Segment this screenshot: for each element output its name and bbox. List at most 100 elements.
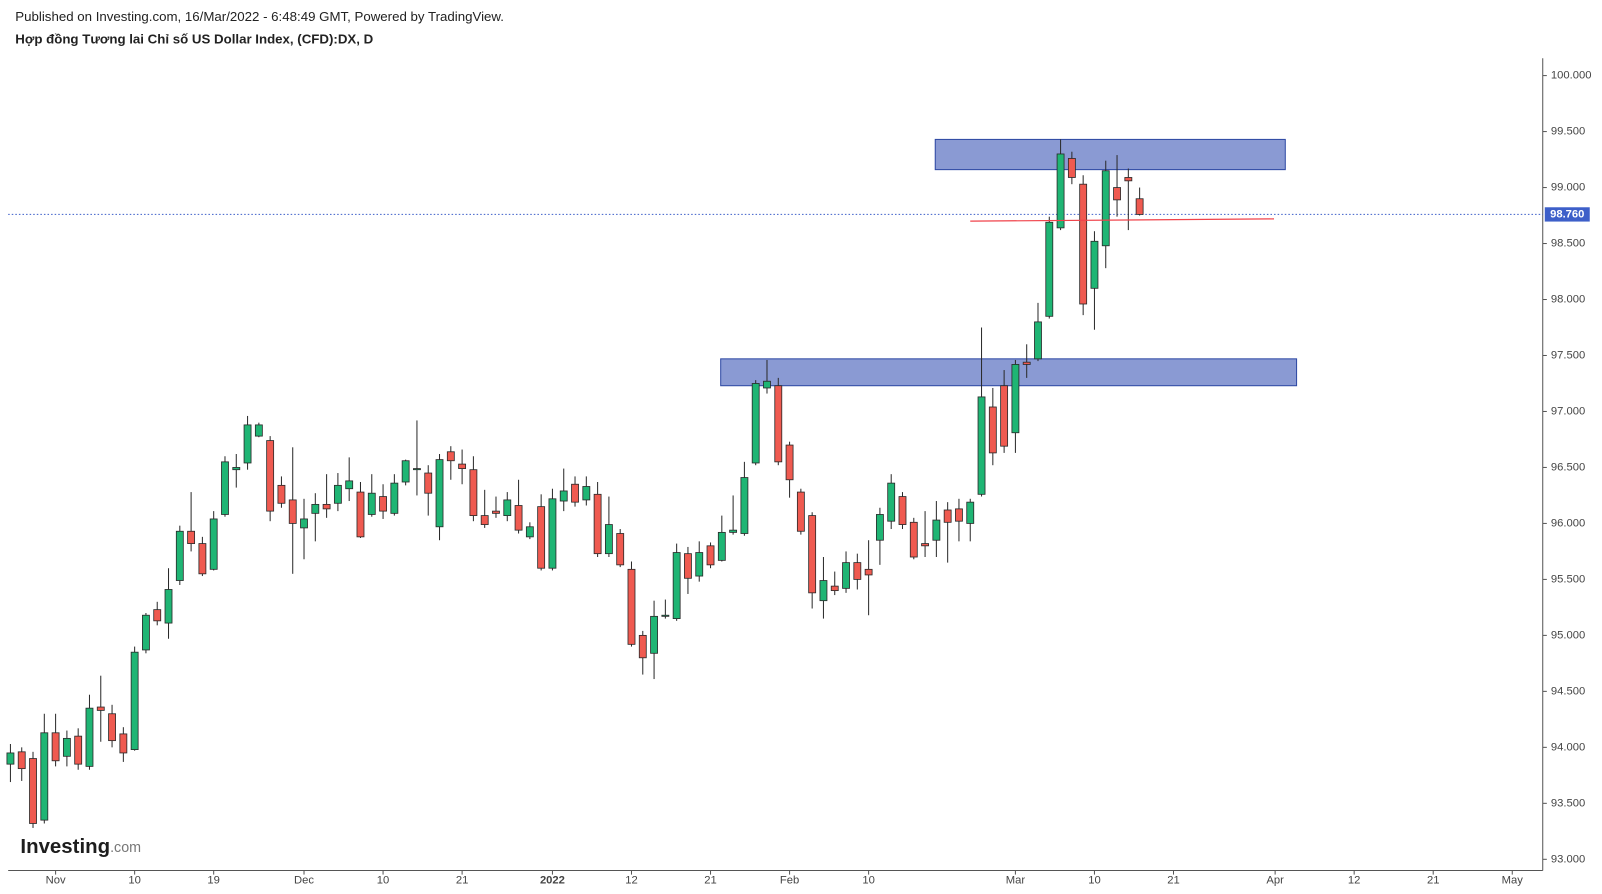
candle-body <box>819 580 828 602</box>
x-tick-label: 19 <box>207 875 219 887</box>
y-tick-label: 97.500 <box>1551 349 1585 361</box>
candle-body <box>277 484 286 504</box>
candle-body <box>40 732 49 821</box>
candle-body <box>875 514 884 541</box>
price-zone <box>720 358 1298 387</box>
candle-body <box>571 483 579 503</box>
x-tick-label: 10 <box>862 875 874 887</box>
watermark-suffix: .com <box>110 840 141 856</box>
candle-body <box>379 496 387 512</box>
y-tick-label: 96.500 <box>1551 461 1585 473</box>
x-tick-label: May <box>1502 875 1524 887</box>
candle-body <box>808 515 817 594</box>
x-tick-label: 10 <box>128 875 140 887</box>
y-tick-label: 95.000 <box>1551 629 1585 641</box>
candle-body <box>390 482 399 514</box>
candle-body <box>356 491 365 538</box>
candle-body <box>1113 187 1121 201</box>
x-tick-label: Mar <box>1006 875 1026 887</box>
subtitle: Published on Investing.com, 16/Mar/2022 … <box>15 9 504 24</box>
watermark: Investing.com <box>20 836 141 858</box>
candle-body <box>367 492 376 515</box>
last-price-label: 98.760 <box>1550 208 1584 220</box>
candle-body <box>424 472 433 494</box>
candle-body <box>1067 158 1076 178</box>
candle-body <box>932 519 941 541</box>
x-tick-label: Dec <box>294 875 314 887</box>
candle-body <box>830 585 839 592</box>
candle-body <box>966 501 975 524</box>
x-tick-label: 12 <box>625 875 637 887</box>
y-tick-label: 94.000 <box>1551 741 1585 753</box>
candle-body <box>1000 385 1009 447</box>
candle-body <box>988 406 997 454</box>
x-tick-label: 21 <box>704 875 716 887</box>
candle-body <box>413 468 421 471</box>
candle-body <box>74 735 83 765</box>
candle-body <box>706 545 715 566</box>
x-tick-label: Nov <box>46 875 66 887</box>
candle-body <box>717 531 726 561</box>
candle-body <box>740 477 749 534</box>
y-tick-label: 96.000 <box>1551 517 1585 529</box>
candle-body <box>684 553 692 579</box>
candle-body <box>62 737 71 757</box>
candle-body <box>1124 177 1133 182</box>
candle-body <box>311 503 320 514</box>
candle-body <box>593 493 602 555</box>
candle-body <box>29 758 37 824</box>
y-tick-label: 94.500 <box>1551 685 1585 697</box>
candle-body <box>480 515 489 525</box>
candle-body <box>469 469 478 516</box>
candle-body <box>164 589 173 624</box>
candle-body <box>729 529 738 533</box>
candle-body <box>977 396 986 495</box>
candle-body <box>763 380 771 389</box>
y-tick-label: 98.000 <box>1551 293 1585 305</box>
candle-body <box>345 480 354 490</box>
y-tick-label: 99.500 <box>1551 126 1585 138</box>
x-tick-label: 10 <box>1088 875 1100 887</box>
candle-body <box>243 424 252 464</box>
candle-body <box>559 490 568 502</box>
candle-body <box>254 424 263 437</box>
candle-body <box>909 521 918 558</box>
candle-body <box>864 568 873 576</box>
x-tick-label: 21 <box>456 875 468 887</box>
candle-body <box>503 499 512 516</box>
candle-body <box>446 451 455 462</box>
y-tick-label: 93.500 <box>1551 797 1585 809</box>
candle-body <box>627 568 636 645</box>
candle-body <box>96 706 105 711</box>
candle-body <box>785 444 794 481</box>
x-tick-label: 2022 <box>540 875 565 887</box>
candle-body <box>514 505 523 531</box>
candle-body <box>266 440 275 512</box>
candle-body <box>108 713 116 742</box>
candle-body <box>604 524 613 555</box>
trend-line <box>970 218 1274 222</box>
candle-body <box>6 752 15 765</box>
candle-body <box>842 562 850 589</box>
candle-body <box>142 614 150 651</box>
x-tick-label: 10 <box>377 875 389 887</box>
candle-body <box>887 482 896 522</box>
candle-body <box>1101 170 1110 247</box>
candle-body <box>232 467 241 471</box>
candle-body <box>774 385 783 463</box>
y-tick-label: 100.000 <box>1551 70 1592 82</box>
last-price-box <box>1544 207 1590 222</box>
candle-body <box>288 499 297 524</box>
candle-body <box>672 552 681 620</box>
candle-body <box>187 530 196 544</box>
candle-body <box>1056 153 1065 229</box>
candle-body <box>1079 183 1088 305</box>
candle-body <box>853 562 862 580</box>
y-tick-label: 99.000 <box>1551 182 1585 194</box>
candle-body <box>221 461 229 515</box>
candle-body <box>695 552 704 577</box>
candle-body <box>209 518 218 570</box>
candle-body <box>796 491 805 532</box>
